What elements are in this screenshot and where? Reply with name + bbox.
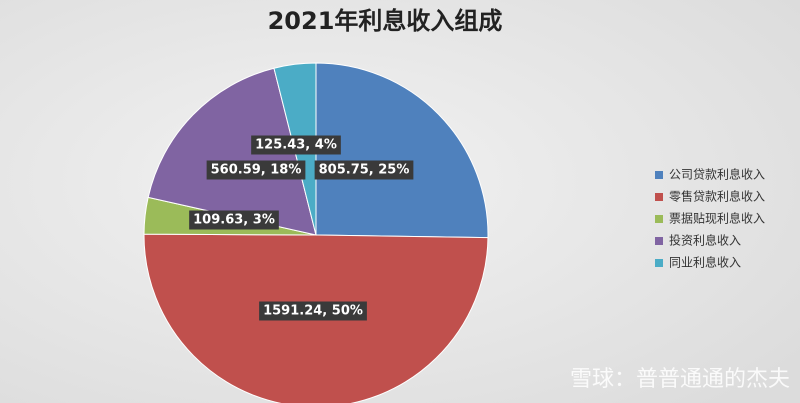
legend-label: 投资利息收入 [669, 233, 741, 248]
legend-label: 公司贷款利息收入 [669, 167, 765, 182]
legend-swatch [655, 171, 663, 179]
legend-swatch [655, 237, 663, 245]
data-label: 109.63, 3% [193, 213, 275, 228]
legend-label: 零售贷款利息收入 [669, 189, 765, 204]
legend-swatch [655, 193, 663, 201]
data-label-box [259, 301, 367, 321]
data-label-box [314, 160, 414, 180]
legend-swatch [655, 259, 663, 267]
chart-title: 2021年利息收入组成 [268, 7, 503, 35]
legend-label: 同业利息收入 [669, 255, 741, 270]
data-label: 805.75, 25% [319, 163, 410, 178]
data-label: 125.43, 4% [255, 138, 337, 153]
data-label-box [251, 135, 341, 155]
data-label-box [206, 160, 306, 180]
data-label-box [189, 210, 279, 230]
data-label: 1591.24, 50% [263, 304, 363, 319]
data-label: 560.59, 18% [211, 163, 302, 178]
legend-swatch [655, 215, 663, 223]
legend-label: 票据贴现利息收入 [669, 211, 765, 226]
pie-slice [147, 67, 317, 236]
watermark: 雪球：普普通通的杰夫 [570, 367, 790, 392]
pie-slice [315, 62, 489, 239]
